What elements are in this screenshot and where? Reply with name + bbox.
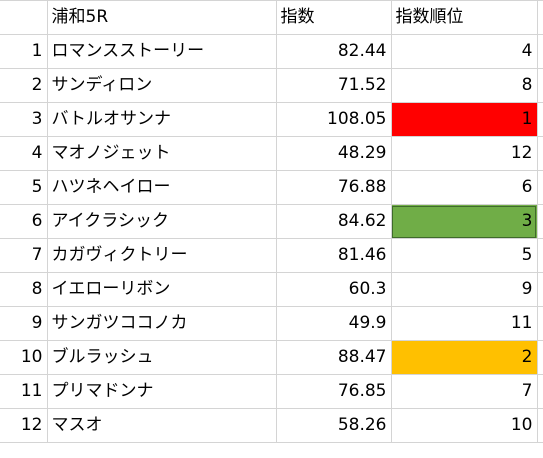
row-number-cell[interactable]: 11 bbox=[0, 374, 48, 409]
table-row: 7 カガヴィクトリー 81.46 5 bbox=[0, 238, 543, 273]
index-value-cell[interactable]: 76.88 bbox=[276, 170, 392, 205]
horse-name-cell[interactable]: アイクラシック bbox=[47, 204, 277, 239]
cell-overflow[interactable] bbox=[537, 170, 543, 205]
table-row: 12 マスオ 58.26 10 bbox=[0, 408, 543, 443]
index-value-cell[interactable]: 81.46 bbox=[276, 238, 392, 273]
horse-name-cell[interactable]: ロマンスストーリー bbox=[47, 34, 277, 69]
index-rank-cell[interactable]: 7 bbox=[391, 374, 538, 409]
row-number-cell[interactable]: 10 bbox=[0, 340, 48, 375]
row-number-cell[interactable]: 1 bbox=[0, 34, 48, 69]
horse-name-cell[interactable]: カガヴィクトリー bbox=[47, 238, 277, 273]
table-row: 5 ハツネヘイロー 76.88 6 bbox=[0, 170, 543, 205]
table-row: 6 アイクラシック 84.62 3 bbox=[0, 204, 543, 239]
row-number-cell[interactable]: 12 bbox=[0, 408, 48, 443]
header-cell-rank[interactable]: 指数順位 bbox=[391, 0, 538, 35]
horse-name-cell[interactable]: マオノジェット bbox=[47, 136, 277, 171]
index-rank-cell[interactable]: 5 bbox=[391, 238, 538, 273]
table-row: 8 イエローリボン 60.3 9 bbox=[0, 272, 543, 307]
cell-overflow[interactable] bbox=[537, 68, 543, 103]
cell-overflow[interactable] bbox=[537, 204, 543, 239]
cell-overflow[interactable] bbox=[537, 102, 543, 137]
index-rank-cell[interactable]: 8 bbox=[391, 68, 538, 103]
horse-name-cell[interactable]: サンガツココノカ bbox=[47, 306, 277, 341]
index-value-cell[interactable]: 108.05 bbox=[276, 102, 392, 137]
header-row: 浦和5R 指数 指数順位 bbox=[0, 0, 543, 35]
row-number-cell[interactable]: 7 bbox=[0, 238, 48, 273]
horse-name-cell[interactable]: バトルオサンナ bbox=[47, 102, 277, 137]
table-row: 2 サンディロン 71.52 8 bbox=[0, 68, 543, 103]
index-rank-cell[interactable]: 3 bbox=[391, 204, 538, 239]
index-value-cell[interactable]: 88.47 bbox=[276, 340, 392, 375]
index-value-cell[interactable]: 76.85 bbox=[276, 374, 392, 409]
cell-overflow[interactable] bbox=[537, 272, 543, 307]
cell-overflow[interactable] bbox=[537, 0, 543, 35]
cell-overflow[interactable] bbox=[537, 34, 543, 69]
horse-name-cell[interactable]: マスオ bbox=[47, 408, 277, 443]
header-cell-race[interactable]: 浦和5R bbox=[47, 0, 277, 35]
table-row: 3 バトルオサンナ 108.05 1 bbox=[0, 102, 543, 137]
row-number-cell[interactable]: 4 bbox=[0, 136, 48, 171]
table-row: 4 マオノジェット 48.29 12 bbox=[0, 136, 543, 171]
index-value-cell[interactable]: 58.26 bbox=[276, 408, 392, 443]
header-cell-index[interactable]: 指数 bbox=[276, 0, 392, 35]
index-rank-cell[interactable]: 1 bbox=[391, 102, 538, 137]
row-number-cell[interactable]: 2 bbox=[0, 68, 48, 103]
row-number-cell[interactable]: 9 bbox=[0, 306, 48, 341]
cell-overflow[interactable] bbox=[537, 340, 543, 375]
cell-overflow[interactable] bbox=[537, 136, 543, 171]
header-cell-blank[interactable] bbox=[0, 0, 48, 35]
index-rank-cell[interactable]: 10 bbox=[391, 408, 538, 443]
index-value-cell[interactable]: 48.29 bbox=[276, 136, 392, 171]
horse-name-cell[interactable]: ブルラッシュ bbox=[47, 340, 277, 375]
index-rank-cell[interactable]: 2 bbox=[391, 340, 538, 375]
index-value-cell[interactable]: 60.3 bbox=[276, 272, 392, 307]
index-value-cell[interactable]: 71.52 bbox=[276, 68, 392, 103]
horse-name-cell[interactable]: イエローリボン bbox=[47, 272, 277, 307]
row-number-cell[interactable]: 3 bbox=[0, 102, 48, 137]
table-row: 1 ロマンスストーリー 82.44 4 bbox=[0, 34, 543, 69]
table-row: 11 プリマドンナ 76.85 7 bbox=[0, 374, 543, 409]
index-value-cell[interactable]: 49.9 bbox=[276, 306, 392, 341]
row-number-cell[interactable]: 8 bbox=[0, 272, 48, 307]
table-row: 9 サンガツココノカ 49.9 11 bbox=[0, 306, 543, 341]
horse-name-cell[interactable]: ハツネヘイロー bbox=[47, 170, 277, 205]
index-value-cell[interactable]: 84.62 bbox=[276, 204, 392, 239]
row-number-cell[interactable]: 6 bbox=[0, 204, 48, 239]
index-rank-cell[interactable]: 4 bbox=[391, 34, 538, 69]
horse-name-cell[interactable]: プリマドンナ bbox=[47, 374, 277, 409]
cell-overflow[interactable] bbox=[537, 306, 543, 341]
cell-overflow[interactable] bbox=[537, 238, 543, 273]
horse-name-cell[interactable]: サンディロン bbox=[47, 68, 277, 103]
row-number-cell[interactable]: 5 bbox=[0, 170, 48, 205]
index-rank-cell[interactable]: 9 bbox=[391, 272, 538, 307]
index-value-cell[interactable]: 82.44 bbox=[276, 34, 392, 69]
data-table: 浦和5R 指数 指数順位 1 ロマンスストーリー 82.44 4 2 サンディロン 71.5… bbox=[0, 0, 543, 443]
table-row: 10 ブルラッシュ 88.47 2 bbox=[0, 340, 543, 375]
index-rank-cell[interactable]: 11 bbox=[391, 306, 538, 341]
cell-overflow[interactable] bbox=[537, 408, 543, 443]
index-rank-cell[interactable]: 12 bbox=[391, 136, 538, 171]
index-rank-cell[interactable]: 6 bbox=[391, 170, 538, 205]
cell-overflow[interactable] bbox=[537, 374, 543, 409]
